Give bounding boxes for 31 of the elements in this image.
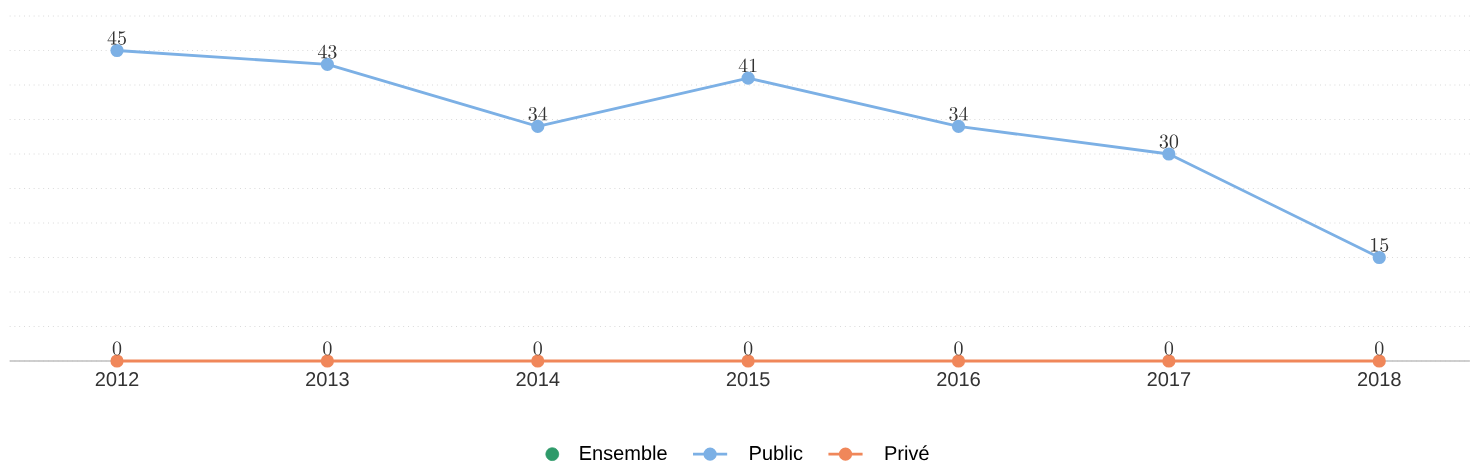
legend-label: Privé	[885, 445, 929, 461]
legend-label: Ensemble	[580, 445, 667, 461]
x-tick-label: 2018	[1358, 372, 1401, 387]
point	[531, 354, 545, 368]
x-tick-label: 2012	[95, 372, 139, 387]
data-label: 45	[107, 30, 126, 45]
point	[1372, 354, 1386, 368]
data-label: 0	[743, 341, 753, 356]
x-tick-label: 2016	[937, 372, 980, 387]
x-tick-label: 2013	[306, 372, 349, 387]
data-label: 43	[317, 44, 337, 59]
data-label: 0	[1164, 341, 1174, 356]
data-label: 0	[533, 341, 542, 356]
data-label: 0	[1375, 341, 1384, 356]
data-label: 0	[954, 341, 963, 356]
data-label: 41	[738, 58, 757, 73]
x-tick-label: 2015	[726, 372, 770, 387]
point	[951, 354, 966, 368]
data-label: 0	[323, 341, 332, 356]
x-tick-label: 2017	[1147, 372, 1191, 387]
data-label: 30	[1159, 134, 1179, 149]
point	[1162, 354, 1176, 368]
data-label: 0	[112, 341, 122, 356]
legend-label: Public	[750, 445, 803, 461]
x-tick-label: 2014	[516, 372, 560, 387]
data-label: 34	[949, 106, 968, 121]
point	[320, 354, 334, 368]
point	[741, 71, 755, 85]
data-label: 15	[1371, 238, 1389, 252]
point	[741, 354, 755, 368]
data-label: 34	[528, 106, 548, 121]
